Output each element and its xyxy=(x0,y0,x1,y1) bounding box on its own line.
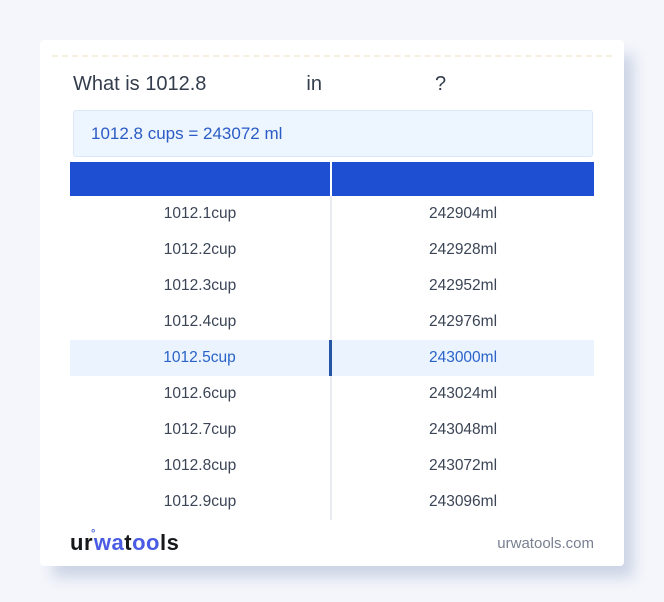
conversion-table: 1012.1cup 242904ml 1012.2cup 242928ml 1012.3… xyxy=(70,162,594,520)
cup-value: 1012.3cup xyxy=(70,268,332,304)
table-row[interactable]: 1012.4cup 242976ml xyxy=(70,304,594,340)
conversion-card: What is 1012.8 in? 1012.8 cups = 243072 m… xyxy=(40,40,624,566)
logo-part-ur: ur xyxy=(70,530,93,555)
cup-value: 1012.2cup xyxy=(70,232,332,268)
cup-value: 1012.8cup xyxy=(70,448,332,484)
ml-value: 242952ml xyxy=(428,277,498,294)
logo-part-wa: wa xyxy=(93,530,125,555)
cup-value: 1012.1cup xyxy=(70,196,332,232)
page-title: What is 1012.8 in? xyxy=(73,73,594,96)
conversion-result-text: 1012.8 cups = 243072 ml xyxy=(91,123,283,143)
ml-value: 243024ml xyxy=(428,385,498,402)
footer: ur°watools urwatools.com xyxy=(70,528,594,556)
logo-part-ls: ls xyxy=(159,530,180,555)
table-row[interactable]: 1012.2cup 242928ml xyxy=(70,232,594,268)
ml-value: 242928ml xyxy=(428,241,498,258)
table-row[interactable]: 1012.6cup 243024ml xyxy=(70,376,594,412)
logo-part-oo: oo xyxy=(132,530,160,555)
logo-degree-icon: ° xyxy=(91,528,96,540)
table-row[interactable]: 1012.5cup 243000ml xyxy=(70,340,594,376)
table-header-row xyxy=(70,162,594,196)
ml-value: 243096ml xyxy=(428,493,498,510)
ml-value: 242904ml xyxy=(428,205,498,222)
title-prefix: What is 1012.8 xyxy=(73,73,207,95)
conversion-table-body: 1012.1cup 242904ml 1012.2cup 242928ml 1012.3… xyxy=(70,196,594,520)
ml-value: 243048ml xyxy=(428,421,498,438)
table-row[interactable]: 1012.1cup 242904ml xyxy=(70,196,594,232)
table-row[interactable]: 1012.8cup 243072ml xyxy=(70,448,594,484)
title-suffix: ? xyxy=(435,73,447,95)
title-connector: in xyxy=(306,73,322,95)
cup-value: 1012.4cup xyxy=(70,304,332,340)
table-header-from xyxy=(70,162,332,196)
urwatools-logo[interactable]: ur°watools xyxy=(70,528,180,556)
table-row[interactable]: 1012.3cup 242952ml xyxy=(70,268,594,304)
ml-value: 243072ml xyxy=(428,457,498,474)
cup-value: 1012.9cup xyxy=(70,484,332,520)
cup-value: 1012.6cup xyxy=(70,376,332,412)
cup-value: 1012.7cup xyxy=(70,412,332,448)
table-row[interactable]: 1012.7cup 243048ml xyxy=(70,412,594,448)
logo-part-t: t xyxy=(124,530,133,555)
decorative-dotted-line xyxy=(52,55,612,57)
ml-value: 243000ml xyxy=(428,349,498,366)
site-domain-text: urwatools.com xyxy=(497,534,594,552)
conversion-result-box: 1012.8 cups = 243072 ml xyxy=(73,110,593,157)
table-header-to xyxy=(332,162,594,196)
ml-value: 242976ml xyxy=(428,313,498,330)
table-row[interactable]: 1012.9cup 243096ml xyxy=(70,484,594,520)
cup-value: 1012.5cup xyxy=(70,340,332,376)
